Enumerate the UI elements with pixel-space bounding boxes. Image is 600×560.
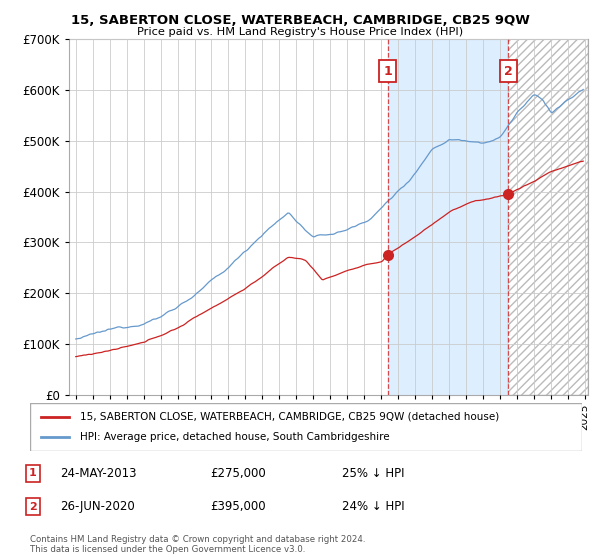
Text: 2: 2 [504, 65, 512, 78]
Text: 25% ↓ HPI: 25% ↓ HPI [342, 466, 404, 480]
Text: 1: 1 [383, 65, 392, 78]
Text: 24-MAY-2013: 24-MAY-2013 [60, 466, 137, 480]
Text: 2: 2 [29, 502, 37, 512]
Bar [508, 39, 588, 395]
Text: 24% ↓ HPI: 24% ↓ HPI [342, 500, 404, 514]
FancyBboxPatch shape [30, 403, 582, 451]
Bar [388, 39, 508, 395]
Text: £395,000: £395,000 [210, 500, 266, 514]
Text: £275,000: £275,000 [210, 466, 266, 480]
Text: Contains HM Land Registry data © Crown copyright and database right 2024.
This d: Contains HM Land Registry data © Crown c… [30, 535, 365, 554]
Text: 15, SABERTON CLOSE, WATERBEACH, CAMBRIDGE, CB25 9QW: 15, SABERTON CLOSE, WATERBEACH, CAMBRIDG… [71, 14, 529, 27]
Text: HPI: Average price, detached house, South Cambridgeshire: HPI: Average price, detached house, Sout… [80, 432, 389, 442]
Text: 1: 1 [29, 468, 37, 478]
Text: 26-JUN-2020: 26-JUN-2020 [60, 500, 135, 514]
Text: 15, SABERTON CLOSE, WATERBEACH, CAMBRIDGE, CB25 9QW (detached house): 15, SABERTON CLOSE, WATERBEACH, CAMBRIDG… [80, 412, 499, 422]
Text: Price paid vs. HM Land Registry's House Price Index (HPI): Price paid vs. HM Land Registry's House … [137, 27, 463, 37]
